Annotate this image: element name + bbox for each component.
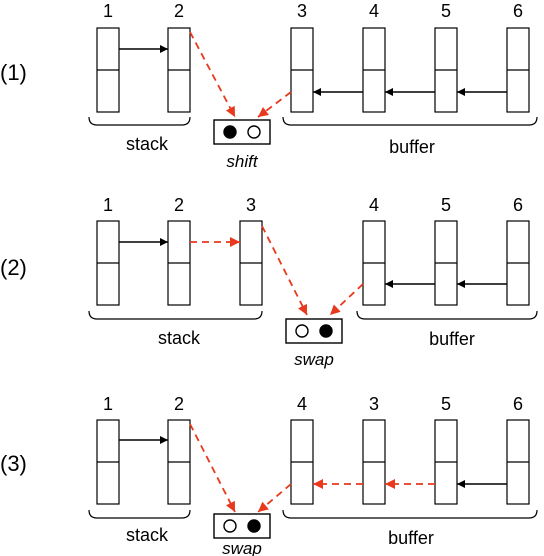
token-node bbox=[506, 220, 530, 306]
buffer-brace bbox=[356, 310, 538, 320]
filled-dot bbox=[319, 324, 333, 338]
token-label: 2 bbox=[174, 394, 184, 414]
token-node bbox=[167, 27, 191, 113]
token-node bbox=[362, 419, 386, 505]
token-label: 6 bbox=[513, 195, 523, 215]
action-indicator bbox=[213, 513, 271, 539]
token-node bbox=[434, 419, 458, 505]
buffer-brace bbox=[282, 509, 538, 519]
panel-2: (2) 1 2 3 4 5 6 stack buffer swap bbox=[0, 195, 538, 369]
buffer-label: buffer bbox=[389, 137, 435, 157]
token-node bbox=[506, 419, 530, 505]
token-node bbox=[290, 27, 314, 113]
token-label: 6 bbox=[513, 394, 523, 414]
token-label: 2 bbox=[174, 1, 184, 21]
dashed-arrow bbox=[261, 225, 308, 316]
token-node bbox=[167, 220, 191, 306]
stack-brace bbox=[88, 310, 263, 320]
row-label: (3) bbox=[0, 451, 27, 476]
panel-3: (3) 1 2 4 3 5 6 stack buffer swap bbox=[0, 394, 538, 556]
token-label: 5 bbox=[441, 1, 451, 21]
empty-dot bbox=[295, 324, 309, 338]
operation-label: shift bbox=[226, 152, 258, 171]
token-label: 5 bbox=[441, 195, 451, 215]
panel-1: (1) 1 2 3 4 5 6 stack buffer shift bbox=[0, 1, 538, 171]
empty-dot bbox=[247, 125, 261, 139]
token-node bbox=[167, 419, 191, 505]
token-node bbox=[96, 220, 120, 306]
dashed-arrow bbox=[329, 283, 364, 316]
token-label: 3 bbox=[297, 1, 307, 21]
dashed-arrow bbox=[257, 91, 292, 118]
filled-dot bbox=[247, 519, 261, 533]
row-label: (1) bbox=[0, 60, 27, 85]
token-node bbox=[434, 220, 458, 306]
stack-brace bbox=[88, 116, 191, 126]
token-node bbox=[362, 220, 386, 306]
stack-brace bbox=[88, 509, 191, 519]
token-node bbox=[434, 27, 458, 113]
token-label: 4 bbox=[369, 195, 379, 215]
action-indicator bbox=[213, 119, 271, 145]
row-label: (2) bbox=[0, 255, 27, 280]
token-label: 3 bbox=[246, 195, 256, 215]
token-node bbox=[506, 27, 530, 113]
token-label: 3 bbox=[369, 394, 379, 414]
token-label: 4 bbox=[297, 394, 307, 414]
dashed-arrow bbox=[189, 31, 236, 118]
operation-label: swap bbox=[294, 350, 334, 369]
token-label: 2 bbox=[174, 195, 184, 215]
token-label: 4 bbox=[369, 1, 379, 21]
stack-label: stack bbox=[158, 328, 201, 348]
token-node bbox=[290, 419, 314, 505]
buffer-label: buffer bbox=[388, 528, 434, 548]
dashed-arrow bbox=[189, 423, 236, 513]
action-indicator bbox=[285, 318, 343, 344]
operation-label: swap bbox=[222, 539, 262, 556]
token-node bbox=[96, 419, 120, 505]
token-label: 1 bbox=[103, 195, 113, 215]
buffer-brace bbox=[282, 116, 538, 126]
token-label: 1 bbox=[103, 394, 113, 414]
token-label: 5 bbox=[441, 394, 451, 414]
filled-dot bbox=[223, 125, 237, 139]
buffer-label: buffer bbox=[429, 329, 475, 349]
stack-label: stack bbox=[126, 134, 169, 154]
token-label: 1 bbox=[103, 1, 113, 21]
token-label: 6 bbox=[513, 1, 523, 21]
empty-dot bbox=[223, 519, 237, 533]
stack-label: stack bbox=[126, 525, 169, 545]
token-node bbox=[362, 27, 386, 113]
token-node bbox=[96, 27, 120, 113]
token-node bbox=[239, 220, 263, 306]
dashed-arrow bbox=[257, 483, 292, 513]
